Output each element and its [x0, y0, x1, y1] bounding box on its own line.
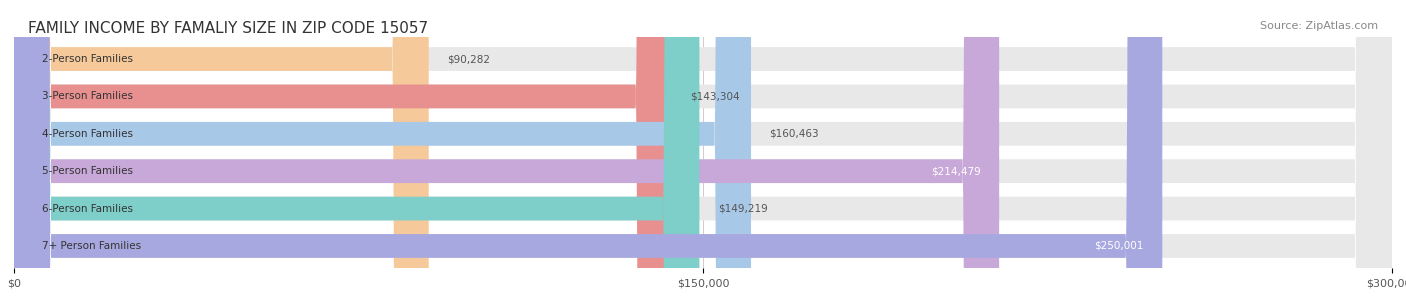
Text: $160,463: $160,463 — [769, 129, 820, 139]
Text: 5-Person Families: 5-Person Families — [42, 166, 132, 176]
FancyBboxPatch shape — [14, 0, 751, 305]
Text: 4-Person Families: 4-Person Families — [42, 129, 132, 139]
Text: 6-Person Families: 6-Person Families — [42, 203, 132, 213]
Text: $214,479: $214,479 — [931, 166, 981, 176]
Text: $250,001: $250,001 — [1094, 241, 1144, 251]
Text: FAMILY INCOME BY FAMALIY SIZE IN ZIP CODE 15057: FAMILY INCOME BY FAMALIY SIZE IN ZIP COD… — [28, 21, 429, 36]
Text: 3-Person Families: 3-Person Families — [42, 92, 132, 102]
FancyBboxPatch shape — [14, 0, 429, 305]
FancyBboxPatch shape — [14, 0, 1392, 305]
Text: 7+ Person Families: 7+ Person Families — [42, 241, 141, 251]
FancyBboxPatch shape — [14, 0, 1163, 305]
FancyBboxPatch shape — [14, 0, 1392, 305]
FancyBboxPatch shape — [14, 0, 1392, 305]
Text: 2-Person Families: 2-Person Families — [42, 54, 132, 64]
FancyBboxPatch shape — [14, 0, 672, 305]
Text: $90,282: $90,282 — [447, 54, 491, 64]
FancyBboxPatch shape — [14, 0, 1000, 305]
FancyBboxPatch shape — [14, 0, 1392, 305]
Text: $149,219: $149,219 — [718, 203, 768, 213]
FancyBboxPatch shape — [14, 0, 1392, 305]
FancyBboxPatch shape — [14, 0, 1392, 305]
FancyBboxPatch shape — [14, 0, 699, 305]
Text: $143,304: $143,304 — [690, 92, 740, 102]
Text: Source: ZipAtlas.com: Source: ZipAtlas.com — [1260, 21, 1378, 31]
